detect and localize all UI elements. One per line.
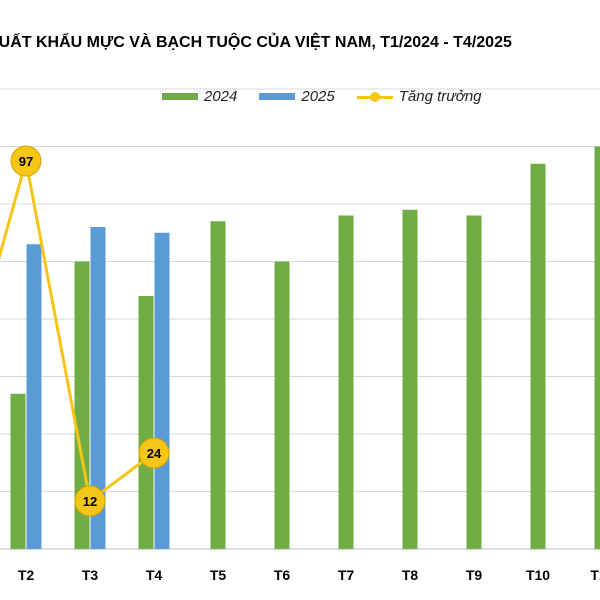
bar-2025-T2 — [26, 244, 42, 549]
bar-2024-T7 — [338, 215, 354, 549]
legend-label-2025: 2025 — [301, 88, 335, 105]
growth-marker — [138, 437, 170, 469]
bar-2025-T3 — [90, 227, 106, 549]
bar-2024-T9 — [466, 215, 482, 549]
legend-label-growth: Tăng trưởng — [398, 88, 482, 105]
x-tick-label: T3 — [82, 567, 99, 583]
legend-item-2025: 2025 — [259, 88, 335, 105]
x-tick-label: T9 — [466, 567, 483, 583]
bar-2024-T5 — [210, 221, 226, 549]
growth-marker — [74, 485, 106, 517]
legend-line-growth — [356, 91, 393, 103]
legend: 2024 2025 Tăng trưởng — [162, 88, 504, 105]
growth-data-label: 12 — [83, 494, 97, 509]
growth-marker — [10, 145, 42, 177]
legend-swatch-2025 — [259, 93, 296, 100]
x-tick-label: T11 — [590, 567, 600, 583]
bar-2024-T6 — [274, 261, 290, 549]
x-tick-label: T2 — [18, 567, 35, 583]
legend-item-2024: 2024 — [162, 88, 237, 105]
bar-2025-T4 — [154, 232, 170, 549]
growth-line — [0, 160, 155, 504]
chart-title: XUẤT KHẨU MỰC VÀ BẠCH TUỘC CỦA VIỆT NAM,… — [0, 34, 512, 51]
growth-data-label: 97 — [19, 154, 33, 169]
growth-data-label: 24 — [147, 446, 162, 461]
x-tick-label: T7 — [338, 567, 355, 583]
x-tick-label: T8 — [402, 567, 419, 583]
bar-2024-T2 — [10, 393, 26, 549]
legend-label-2024: 2024 — [204, 88, 238, 105]
x-tick-label: T6 — [274, 567, 291, 583]
x-tick-label: T5 — [210, 567, 227, 583]
x-tick-label: T4 — [146, 567, 163, 583]
bar-2024-T10 — [530, 163, 546, 549]
bar-2024-T8 — [402, 209, 418, 549]
legend-swatch-2024 — [162, 93, 198, 100]
x-tick-label: T10 — [526, 567, 550, 583]
legend-item-growth: Tăng trưởng — [356, 88, 482, 105]
bar-2024-T4 — [138, 296, 154, 549]
bar-2024-T11 — [594, 146, 600, 549]
